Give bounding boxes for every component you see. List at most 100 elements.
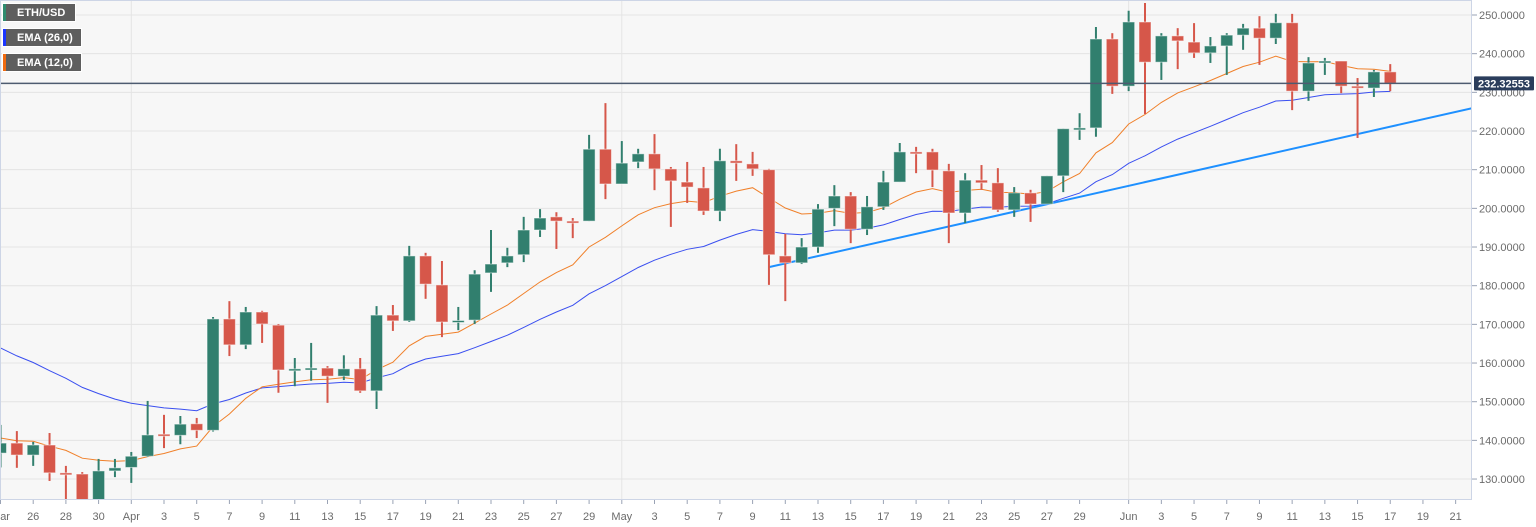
ema-line-26 bbox=[0, 90, 1391, 412]
candle[interactable] bbox=[419, 252, 433, 299]
candle[interactable] bbox=[1236, 23, 1250, 50]
candle[interactable] bbox=[370, 306, 384, 410]
candle[interactable] bbox=[975, 165, 988, 190]
candle[interactable] bbox=[353, 358, 367, 393]
candle[interactable] bbox=[713, 148, 727, 222]
candle[interactable] bbox=[1220, 33, 1234, 75]
candle[interactable] bbox=[680, 161, 694, 203]
candle[interactable] bbox=[958, 173, 972, 224]
candle[interactable] bbox=[1334, 60, 1348, 94]
candle[interactable] bbox=[59, 465, 73, 500]
candle[interactable] bbox=[1007, 187, 1021, 217]
candle[interactable] bbox=[1089, 26, 1103, 137]
x-tick-label: 19 bbox=[1417, 511, 1429, 523]
candle-body bbox=[288, 368, 302, 372]
candle[interactable] bbox=[533, 209, 547, 237]
candle[interactable] bbox=[435, 260, 449, 338]
candle[interactable] bbox=[942, 163, 956, 244]
candle[interactable] bbox=[190, 417, 204, 439]
candle[interactable] bbox=[451, 306, 465, 331]
candle[interactable] bbox=[173, 416, 187, 445]
candle[interactable] bbox=[909, 146, 923, 174]
candle[interactable] bbox=[468, 270, 482, 324]
candle-body bbox=[1269, 22, 1283, 39]
candle[interactable] bbox=[729, 144, 743, 181]
legend-ema26[interactable]: EMA (26,0) bbox=[2, 28, 82, 47]
candle[interactable] bbox=[321, 366, 334, 403]
candle[interactable] bbox=[1073, 113, 1087, 140]
candle[interactable] bbox=[664, 166, 678, 227]
candle[interactable] bbox=[1187, 23, 1201, 58]
candle[interactable] bbox=[746, 151, 760, 176]
y-tick-label: 190.0000 bbox=[1479, 242, 1525, 254]
candle[interactable] bbox=[1302, 57, 1315, 101]
candle[interactable] bbox=[402, 245, 416, 323]
candle[interactable] bbox=[517, 216, 531, 263]
candle[interactable] bbox=[222, 301, 236, 357]
candle[interactable] bbox=[141, 400, 155, 457]
candle[interactable] bbox=[1040, 175, 1054, 205]
candle[interactable] bbox=[648, 134, 661, 191]
candle[interactable] bbox=[549, 212, 563, 249]
candle[interactable] bbox=[1056, 128, 1070, 193]
candle[interactable] bbox=[1024, 189, 1038, 222]
candle[interactable] bbox=[386, 305, 400, 331]
candle[interactable] bbox=[795, 238, 809, 265]
candle[interactable] bbox=[239, 306, 253, 350]
candle[interactable] bbox=[337, 355, 351, 381]
candle[interactable] bbox=[811, 204, 825, 253]
candle[interactable] bbox=[108, 458, 122, 478]
candle[interactable] bbox=[925, 148, 939, 188]
candle[interactable] bbox=[10, 431, 24, 468]
candle[interactable] bbox=[1154, 33, 1168, 80]
candle[interactable] bbox=[991, 168, 1005, 212]
candle[interactable] bbox=[255, 310, 269, 343]
candle[interactable] bbox=[124, 451, 138, 483]
candle[interactable] bbox=[762, 168, 776, 285]
candle[interactable] bbox=[271, 323, 285, 393]
candle[interactable] bbox=[844, 192, 858, 244]
candle[interactable] bbox=[860, 195, 874, 236]
candle[interactable] bbox=[1285, 13, 1299, 111]
candle-body bbox=[729, 160, 743, 164]
candle[interactable] bbox=[484, 230, 498, 292]
candle[interactable] bbox=[615, 141, 629, 185]
candle[interactable] bbox=[778, 233, 792, 302]
x-tick-label: 13 bbox=[812, 511, 824, 523]
candle[interactable] bbox=[500, 247, 514, 268]
candle[interactable] bbox=[1318, 57, 1332, 75]
candle-body bbox=[860, 206, 874, 230]
candle-body bbox=[648, 153, 661, 170]
legend-ema12[interactable]: EMA (12,0) bbox=[2, 53, 82, 72]
candle[interactable] bbox=[827, 185, 841, 227]
candle[interactable] bbox=[1122, 10, 1136, 92]
candle[interactable] bbox=[631, 148, 645, 169]
x-tick-label: 7 bbox=[1224, 511, 1230, 523]
candle[interactable] bbox=[206, 317, 220, 432]
candle[interactable] bbox=[1171, 28, 1185, 70]
candle[interactable] bbox=[1351, 78, 1365, 138]
candle-body bbox=[942, 170, 956, 214]
candle[interactable] bbox=[876, 170, 890, 210]
candle[interactable] bbox=[598, 103, 612, 200]
candle[interactable] bbox=[304, 342, 318, 381]
candle[interactable] bbox=[26, 441, 40, 466]
candle[interactable] bbox=[1105, 33, 1119, 94]
candle[interactable] bbox=[697, 166, 711, 215]
candle[interactable] bbox=[288, 358, 302, 387]
candle[interactable] bbox=[75, 472, 89, 503]
candle-body bbox=[549, 216, 563, 222]
candle[interactable] bbox=[1252, 16, 1266, 65]
candle[interactable] bbox=[1269, 13, 1283, 45]
candle[interactable] bbox=[582, 134, 596, 222]
legend-symbol[interactable]: ETH/USD bbox=[2, 3, 76, 22]
candle-body bbox=[1040, 175, 1054, 205]
candle[interactable] bbox=[1203, 37, 1217, 63]
candle[interactable] bbox=[43, 433, 57, 481]
candle[interactable] bbox=[92, 458, 106, 502]
candle[interactable] bbox=[893, 142, 907, 183]
candle[interactable] bbox=[566, 218, 580, 239]
candle[interactable] bbox=[1138, 3, 1152, 114]
candle[interactable] bbox=[157, 414, 171, 449]
